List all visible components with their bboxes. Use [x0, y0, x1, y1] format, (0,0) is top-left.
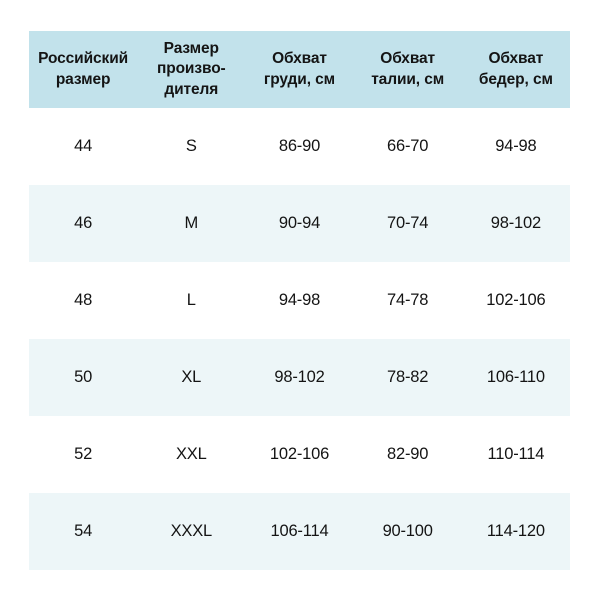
- cell-waist: 66-70: [387, 136, 429, 155]
- column-header-line: Обхват: [272, 50, 327, 68]
- cell-maker-size: XXL: [175, 444, 207, 463]
- cell-ru-size: 44: [74, 136, 93, 155]
- column-header-ru-size: Российский размер: [29, 31, 137, 108]
- cell-waist: 70-74: [387, 213, 429, 232]
- cell-hips: 102-106: [486, 290, 546, 309]
- cell-chest: 94-98: [278, 290, 321, 309]
- column-header-line: произво-: [156, 60, 226, 78]
- cell-waist: 90-100: [382, 521, 433, 540]
- cell-maker-size: XL: [181, 367, 202, 386]
- cell-waist: 74-78: [387, 290, 429, 309]
- cell-maker-size: XXXL: [170, 521, 213, 540]
- column-header-line: талии, см: [371, 70, 445, 88]
- column-header-line: Обхват: [380, 50, 436, 68]
- column-header-line: груди, см: [263, 70, 336, 88]
- column-header-line: Размер: [163, 39, 219, 57]
- cell-chest: 86-90: [278, 136, 321, 155]
- cell-hips: 110-114: [487, 444, 545, 463]
- cell-maker-size: S: [185, 136, 197, 155]
- table-row: 46 M 90-94 70-74 98-102: [29, 185, 570, 262]
- column-header-waist: Обхват талии, см: [354, 31, 462, 108]
- column-header-line: бедер, см: [478, 70, 553, 88]
- table-row: 44 S 86-90 66-70 94-98: [29, 108, 570, 185]
- cell-ru-size: 48: [74, 290, 93, 309]
- column-header-line: дителя: [164, 80, 219, 98]
- cell-ru-size: 50: [74, 367, 93, 386]
- column-header-line: Обхват: [488, 50, 544, 68]
- size-chart-table: Российский размер Размер произво- дителя…: [29, 31, 570, 570]
- table-row: 50 XL 98-102 78-82 106-110: [29, 339, 570, 416]
- table-header: Российский размер Размер произво- дителя…: [29, 31, 570, 108]
- cell-chest: 102-106: [269, 444, 330, 463]
- cell-hips: 98-102: [490, 213, 541, 232]
- cell-chest: 90-94: [278, 213, 321, 232]
- cell-ru-size: 52: [74, 444, 93, 463]
- cell-ru-size: 46: [74, 213, 93, 232]
- column-header-line: размер: [55, 70, 111, 88]
- table-body: 44 S 86-90 66-70 94-98 46 M 90-94 70-74 …: [29, 108, 570, 570]
- column-header-line: Российский: [38, 50, 129, 68]
- cell-waist: 78-82: [387, 367, 429, 386]
- table-row: 54 XXXL 106-114 90-100 114-120: [29, 493, 570, 570]
- column-header-chest: Обхват груди, см: [245, 31, 353, 108]
- cell-maker-size: L: [186, 290, 196, 309]
- cell-hips: 114-120: [486, 521, 545, 540]
- header-row: Российский размер Размер произво- дителя…: [29, 31, 570, 108]
- cell-waist: 82-90: [387, 444, 429, 463]
- column-header-hips: Обхват бедер, см: [462, 31, 570, 108]
- cell-ru-size: 54: [74, 521, 93, 540]
- table-row: 52 XXL 102-106 82-90 110-114: [29, 416, 570, 493]
- cell-hips: 94-98: [495, 136, 537, 155]
- column-header-maker-size: Размер произво- дителя: [137, 31, 245, 108]
- table-row: 48 L 94-98 74-78 102-106: [29, 262, 570, 339]
- cell-hips: 106-110: [486, 367, 545, 386]
- cell-chest: 106-114: [270, 521, 329, 540]
- cell-maker-size: M: [184, 213, 199, 232]
- cell-chest: 98-102: [274, 367, 325, 386]
